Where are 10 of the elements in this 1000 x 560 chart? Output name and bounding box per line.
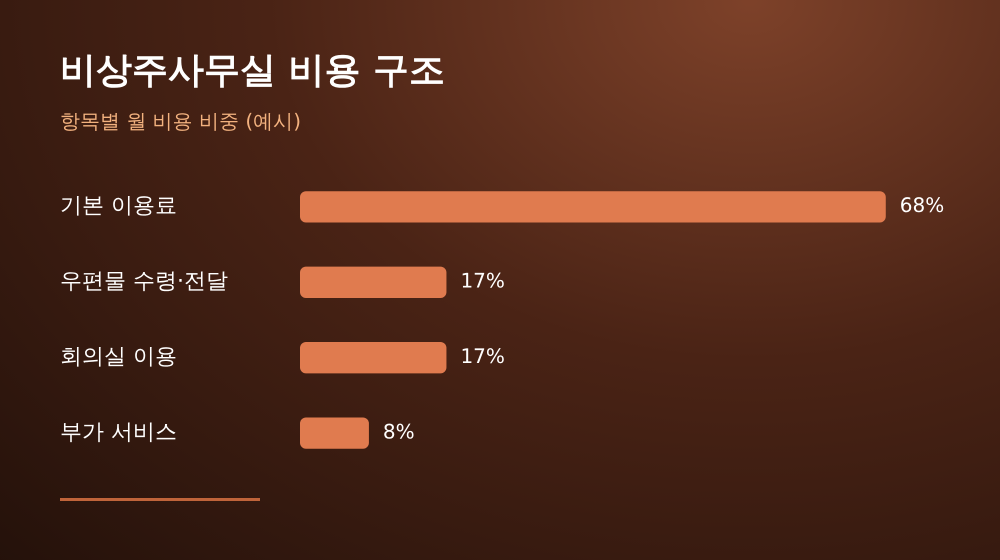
data-label: 17%	[460, 268, 505, 293]
chart-subtitle: 항목별 월 비용 비중 (예시)	[60, 108, 302, 135]
data-label: 68%	[900, 193, 944, 218]
y-tick-label: 우편물 수령·전달	[60, 269, 228, 294]
data-label: 17%	[460, 344, 505, 368]
y-tick-label: 부가 서비스	[60, 420, 177, 445]
y-tick-label: 회의실 이용	[60, 344, 177, 370]
data-label: 8%	[382, 419, 415, 444]
y-tick-label: 기본 이용료	[60, 194, 177, 219]
chart-title: 비상주사무실 비용 구조	[60, 49, 446, 93]
